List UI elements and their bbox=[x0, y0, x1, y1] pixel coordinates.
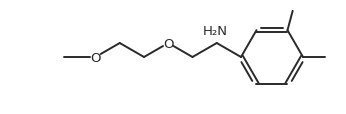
Text: H₂N: H₂N bbox=[202, 25, 227, 38]
Text: O: O bbox=[163, 37, 173, 50]
Text: O: O bbox=[90, 51, 101, 64]
